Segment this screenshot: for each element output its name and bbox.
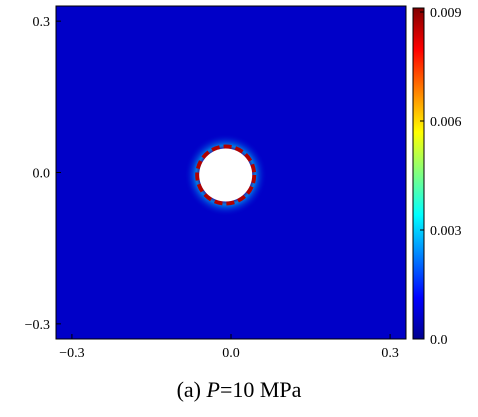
caption-variable: P	[206, 377, 220, 402]
x-tick-label: 0.3	[381, 346, 399, 361]
x-axis-ticks: −0.3 0.0 0.3	[59, 334, 399, 361]
colorbar-tick-label: 0.009	[430, 6, 462, 21]
plot-area	[55, 5, 407, 340]
hole	[199, 148, 253, 202]
hole-rim	[195, 144, 257, 206]
y-tick-label: 0.3	[33, 15, 51, 30]
colorbar: 0.009 0.006 0.003 0.0	[412, 6, 462, 348]
x-tick-label: −0.3	[59, 346, 84, 361]
y-tick-label: −0.3	[25, 318, 50, 333]
x-tick-label: 0.0	[222, 346, 240, 361]
colorbar-ticks: 0.009 0.006 0.003 0.0	[420, 6, 462, 348]
hole-region	[184, 133, 267, 217]
caption-prefix: (a)	[176, 377, 207, 402]
caption-suffix: =10 MPa	[219, 377, 302, 402]
y-axis-ticks: 0.3 0.0 −0.3	[25, 15, 61, 333]
colorbar-tick-label: 0.0	[430, 333, 448, 348]
colorbar-tick-label: 0.006	[430, 115, 462, 130]
colorbar-gradient	[412, 7, 425, 340]
y-tick-label: 0.0	[33, 167, 51, 182]
colorbar-tick-label: 0.003	[430, 224, 462, 239]
figure-caption: (a) P=10 MPa	[0, 377, 478, 403]
